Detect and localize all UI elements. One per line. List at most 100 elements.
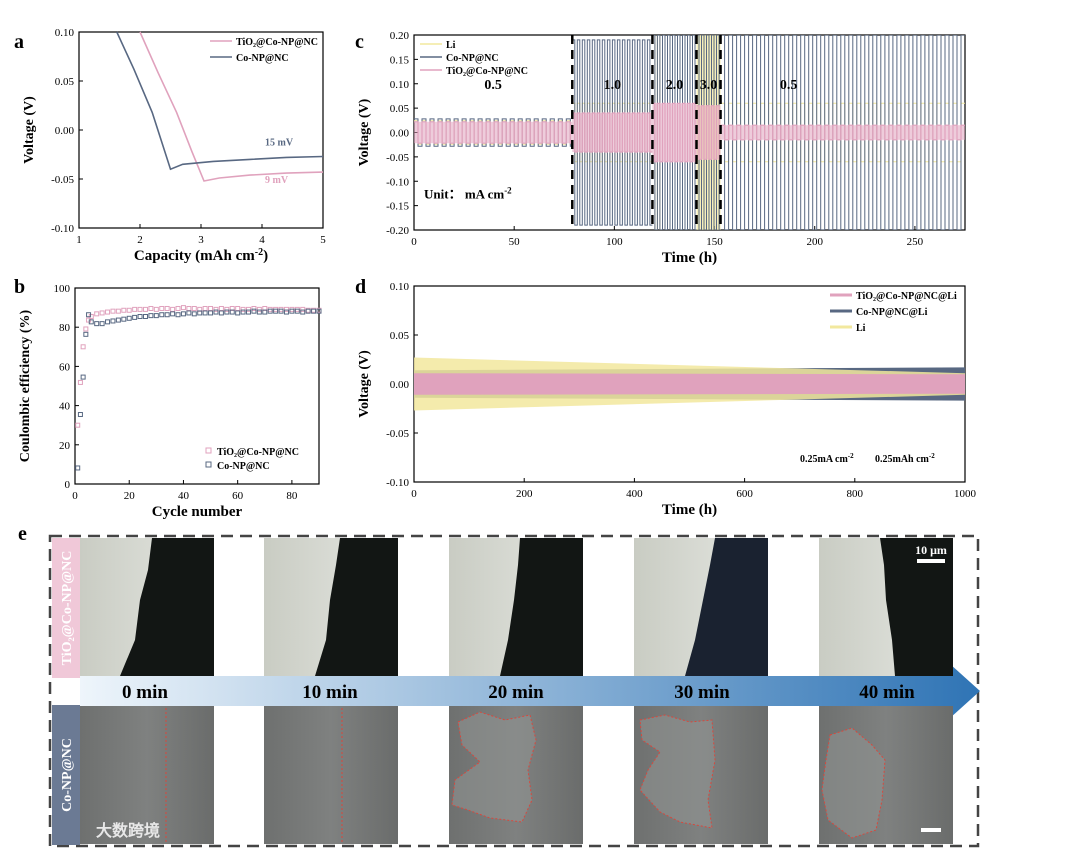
data-point-1-46 [311, 308, 317, 314]
x-tick-label: 20 [124, 490, 136, 502]
data-point-1-9 [110, 318, 116, 324]
data-point-0-32 [235, 305, 241, 311]
data-point-0-28 [213, 306, 219, 312]
data-point-1-14 [137, 314, 143, 320]
data-point-1-35 [251, 308, 257, 314]
series-line-1 [116, 31, 324, 171]
y-tick-label: 40 [59, 401, 71, 413]
data-point-1-1 [77, 412, 83, 418]
y-axis-label: Coulombic efficiency (%) [18, 309, 33, 462]
data-point-1-29 [218, 310, 224, 316]
data-point-1-0 [75, 465, 81, 471]
micrograph-bottom-0min [80, 706, 214, 844]
band-pink-1 [572, 113, 653, 152]
plot-area-c [414, 35, 965, 230]
data-point-1-5 [88, 319, 94, 325]
y-axis-label: Voltage (V) [357, 98, 372, 166]
x-tick-label: 2 [137, 234, 143, 246]
micrograph-bottom-20min [449, 706, 583, 844]
x-axis-label-sup: -2 [255, 247, 263, 258]
data-point-1-37 [262, 309, 268, 315]
band-2 [414, 373, 965, 395]
x-axis-label: Time (h) [662, 502, 717, 518]
micrograph-bottom-40min [819, 706, 953, 844]
data-point-1-6 [94, 321, 100, 327]
data-point-1-3 [83, 331, 89, 337]
y-tick-label: 0.05 [55, 76, 75, 88]
scale-bar-bottom [921, 828, 941, 832]
data-point-0-30 [224, 306, 230, 312]
x-tick-label: 80 [286, 490, 298, 502]
annotation-1: 9 mV [265, 175, 289, 186]
data-point-0-21 [175, 305, 181, 311]
data-point-0-23 [186, 305, 192, 311]
x-tick-label: 3 [198, 234, 204, 246]
current-label-2: 2.0 [666, 78, 684, 93]
data-point-1-13 [132, 314, 138, 320]
data-point-0-17 [153, 306, 159, 312]
series-line-0 [139, 31, 324, 182]
data-point-0-3 [83, 326, 89, 332]
panel-label-a: a [14, 31, 24, 53]
legend-label-0: TiO₂@Co-NP@NC@Li [856, 291, 957, 302]
time-label-10: 10 min [302, 682, 358, 703]
data-point-1-10 [115, 317, 121, 323]
y-tick-label: 0 [65, 479, 71, 491]
y-tick-label: 80 [59, 322, 71, 334]
legend-swatch-1 [205, 461, 212, 468]
unit-sup: -2 [504, 185, 512, 195]
scale-bar-top [917, 559, 945, 563]
y-tick-label: -0.20 [386, 225, 409, 237]
panel-label-e: e [18, 523, 27, 545]
x-tick-label: 0 [411, 488, 417, 500]
data-point-1-28 [213, 309, 219, 315]
data-point-1-16 [148, 313, 154, 319]
y-tick-label: 100 [54, 283, 71, 295]
micrograph-bottom-10min [264, 706, 398, 844]
x-tick-label: 200 [806, 236, 823, 248]
x-tick-label: 0 [72, 490, 78, 502]
watermark: 大数跨境 [96, 821, 160, 840]
condition-2: 0.25mAh cm-2 [875, 452, 935, 465]
unit-text: Unit： mA cm-2 [424, 185, 512, 201]
y-tick-label: 0.00 [390, 379, 410, 391]
data-point-0-1 [77, 379, 83, 385]
data-point-0-41 [283, 306, 289, 312]
data-point-0-26 [202, 305, 208, 311]
micrograph-top-20min [449, 538, 583, 676]
data-point-0-24 [191, 305, 197, 311]
time-label-40: 40 min [859, 682, 915, 703]
x-tick-label: 50 [509, 236, 521, 248]
y-tick-label: 0.05 [390, 330, 410, 342]
data-point-1-15 [142, 314, 148, 320]
data-point-1-17 [153, 313, 159, 319]
y-tick-label: -0.10 [386, 176, 409, 188]
x-tick-label: 250 [907, 236, 924, 248]
band-pink-2 [652, 103, 697, 162]
panel-label-d: d [355, 276, 366, 298]
row-label-bg-top [52, 538, 80, 678]
x-tick-label: 1000 [954, 488, 977, 500]
data-point-0-22 [180, 305, 186, 311]
data-point-0-33 [240, 306, 246, 312]
y-tick-label: -0.10 [386, 477, 409, 489]
data-point-1-23 [186, 310, 192, 316]
y-axis-label: Voltage (V) [357, 350, 372, 418]
data-point-0-18 [159, 305, 165, 311]
data-point-0-19 [164, 305, 170, 311]
current-label-1: 1.0 [604, 78, 622, 93]
x-tick-label: 0 [411, 236, 417, 248]
x-tick-label: 1 [76, 234, 82, 246]
data-point-0-36 [256, 306, 262, 312]
annotation-0: 15 mV [265, 138, 294, 149]
data-point-1-8 [105, 319, 111, 325]
data-point-1-24 [191, 311, 197, 317]
y-tick-label: 0.10 [55, 27, 75, 39]
data-point-1-36 [256, 309, 262, 315]
x-tick-label: 60 [232, 490, 244, 502]
data-point-1-25 [197, 310, 203, 316]
legend-label-2: TiO₂@Co-NP@NC [446, 66, 528, 77]
y-tick-label: -0.05 [386, 428, 409, 440]
legend-label-1: Co-NP@NC [236, 53, 289, 64]
data-point-1-41 [283, 309, 289, 315]
